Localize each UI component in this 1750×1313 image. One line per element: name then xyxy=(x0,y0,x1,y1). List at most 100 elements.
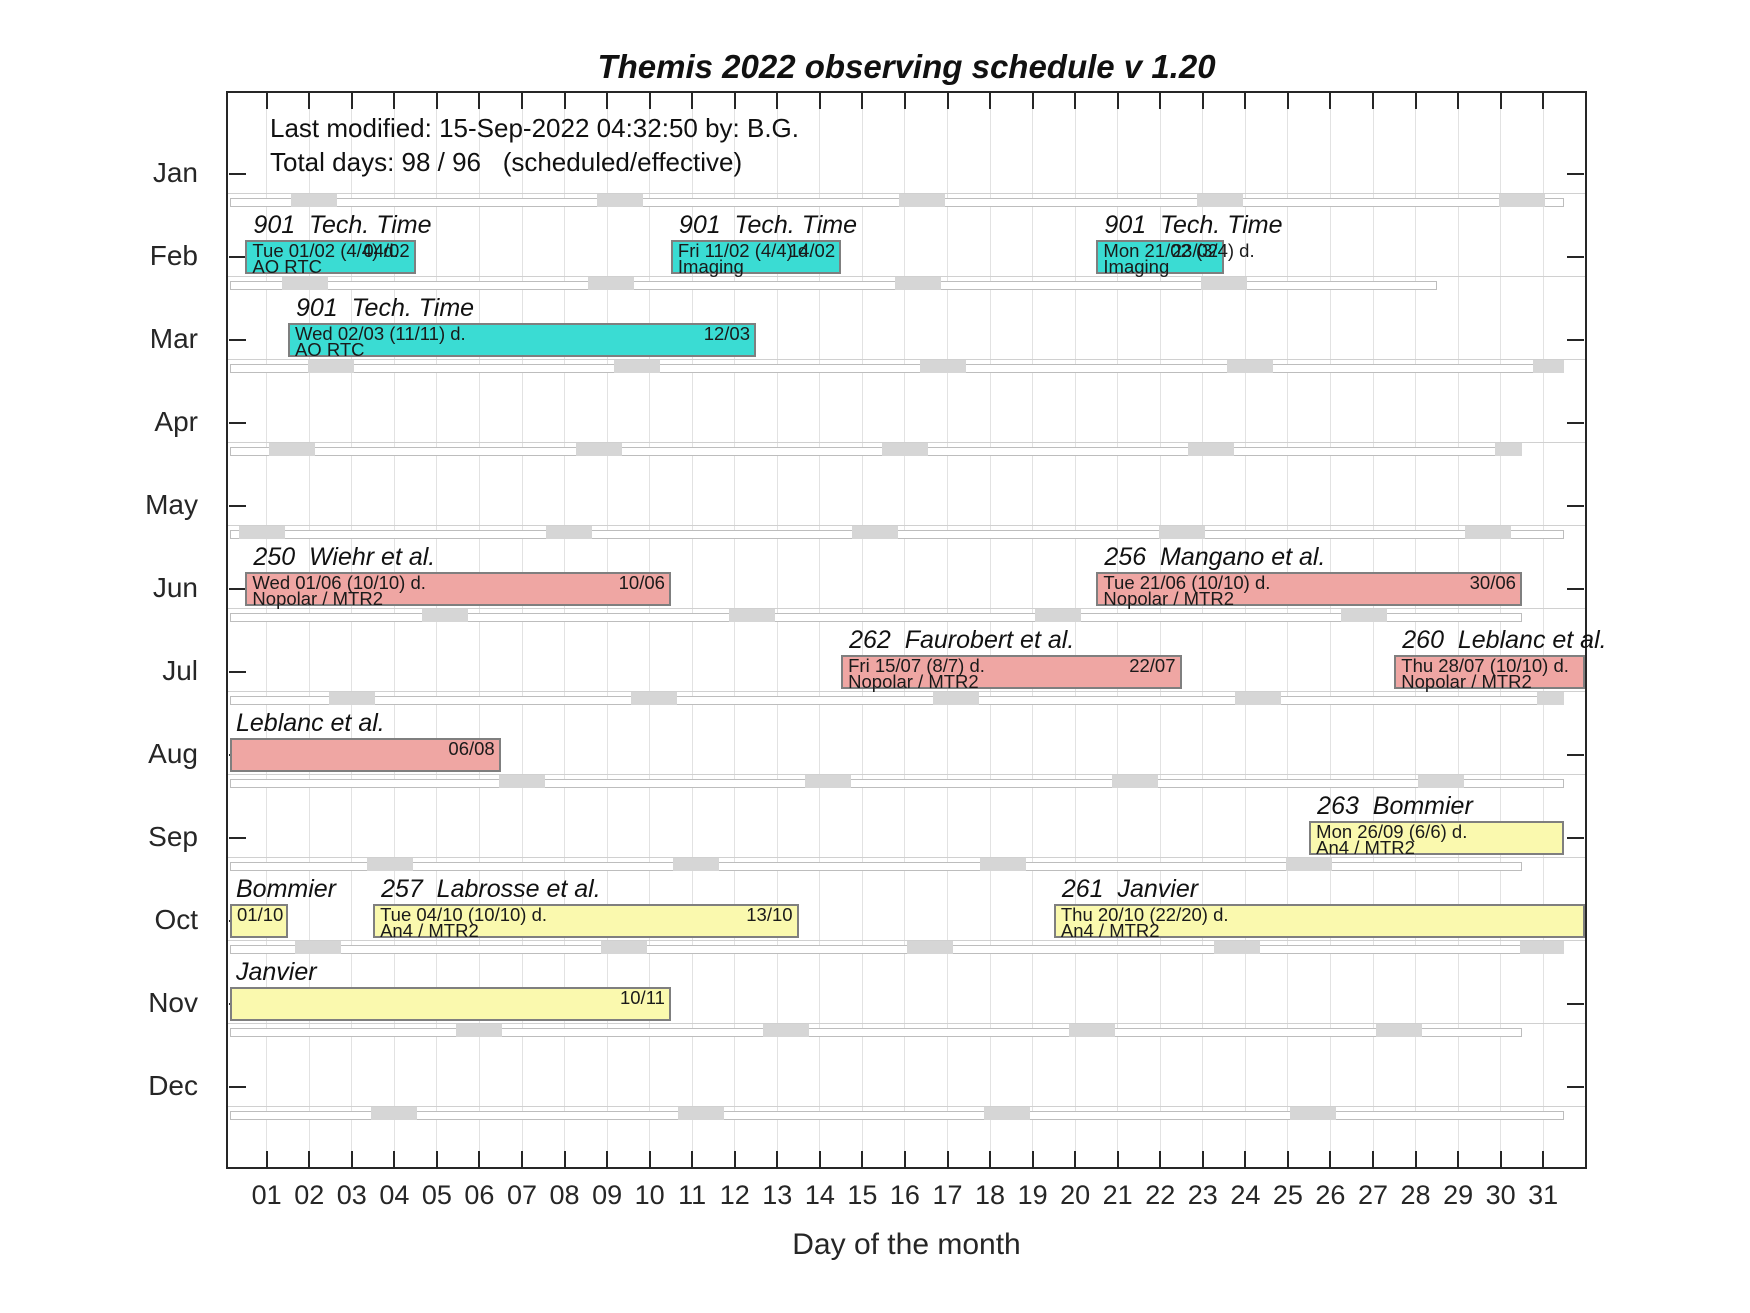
moon-strip xyxy=(230,613,1522,623)
moon-quarter-block xyxy=(907,941,954,955)
gridline-day xyxy=(819,93,821,1167)
day-label: 02 xyxy=(294,1180,325,1210)
bar-start-label: Thu 28/07 (10/10) d. xyxy=(1401,654,1569,676)
x-axis-tick xyxy=(903,1151,906,1167)
x-axis-tick-top xyxy=(776,93,779,109)
month-tick-right xyxy=(1567,1002,1584,1005)
bar-title: 901 Tech. Time xyxy=(253,210,432,239)
moon-quarter-block xyxy=(1498,194,1545,208)
day-label: 27 xyxy=(1357,1180,1389,1210)
x-axis-tick-top xyxy=(308,93,311,109)
moon-quarter-block xyxy=(762,1024,809,1038)
month-label: Feb xyxy=(149,239,198,271)
moon-quarter-block xyxy=(1520,941,1565,955)
moon-quarter-block xyxy=(894,277,941,291)
x-axis-tick xyxy=(1499,1151,1502,1167)
x-axis-tick-top xyxy=(903,93,906,109)
moon-quarter-block xyxy=(367,858,414,872)
moon-quarter-block xyxy=(596,194,643,208)
moon-quarter-block xyxy=(1111,775,1158,789)
x-axis-tick xyxy=(478,1151,481,1167)
moon-quarter-block xyxy=(677,1107,724,1121)
x-axis-tick xyxy=(1244,1151,1247,1167)
bar-title: 901 Tech. Time xyxy=(678,210,858,239)
x-axis-tick xyxy=(265,1151,268,1167)
moon-quarter-block xyxy=(1341,609,1388,623)
x-axis-tick xyxy=(563,1151,566,1167)
gridline-day xyxy=(1457,93,1459,1167)
month-tick-left xyxy=(229,172,246,175)
gridline-day xyxy=(776,93,778,1167)
moon-quarter-block xyxy=(456,1024,503,1038)
x-axis-tick-top xyxy=(1244,93,1247,109)
bar-instrument-label: Nopolar / MTR2 xyxy=(1401,670,1532,692)
bar-end-label: 23/02 xyxy=(1171,239,1219,261)
month-separator-line xyxy=(228,773,1585,775)
x-axis-tick xyxy=(435,1151,438,1167)
gridline-day xyxy=(1244,93,1246,1167)
x-axis-tick-top xyxy=(733,93,736,109)
x-axis-tick xyxy=(308,1151,311,1167)
month-tick-left xyxy=(229,338,246,341)
month-tick-left xyxy=(229,836,246,839)
total-days-text: Total days: 98 / 96 (scheduled/effective… xyxy=(270,147,743,177)
x-axis-tick xyxy=(606,1151,609,1167)
x-axis-tick-top xyxy=(350,93,353,109)
moon-quarter-block xyxy=(1158,526,1205,540)
day-label: 26 xyxy=(1315,1180,1346,1210)
moon-quarter-block xyxy=(1226,360,1273,374)
day-label: 11 xyxy=(678,1180,707,1210)
gridline-day xyxy=(436,93,438,1167)
moon-quarter-block xyxy=(1213,941,1260,955)
month-separator-line xyxy=(228,524,1585,526)
bar-end-label: 14/02 xyxy=(788,239,836,261)
bar-end-label: 10/11 xyxy=(619,986,665,1008)
moon-quarter-block xyxy=(281,277,328,291)
day-label: 09 xyxy=(592,1180,623,1210)
month-label: Apr xyxy=(154,405,198,437)
month-label: Jan xyxy=(152,156,198,188)
month-tick-right xyxy=(1567,172,1584,175)
gridline-day xyxy=(1202,93,1204,1167)
month-label: Nov xyxy=(148,986,198,1018)
moon-quarter-block xyxy=(673,858,720,872)
moon-quarter-block xyxy=(499,775,545,789)
bar-instrument-label: Nopolar / MTR2 xyxy=(252,587,383,609)
gridline-day xyxy=(1117,93,1119,1167)
x-axis-tick-top xyxy=(1499,93,1502,109)
moon-quarter-block xyxy=(328,692,375,706)
moon-quarter-block xyxy=(933,692,979,706)
bar-instrument-label: Imaging xyxy=(677,255,744,277)
month-tick-left xyxy=(229,1085,246,1088)
x-axis-tick-top xyxy=(1074,93,1077,109)
month-separator-line xyxy=(228,358,1585,360)
moon-quarter-block xyxy=(1196,194,1243,208)
schedule-bar: Fri 11/02 (4/4) d. Imaging 14/02 xyxy=(670,239,842,277)
moon-quarter-block xyxy=(1286,858,1333,872)
plot-border xyxy=(226,91,1587,1169)
moon-quarter-block xyxy=(371,1107,418,1121)
month-tick-left xyxy=(229,670,246,673)
x-axis-tick xyxy=(648,1151,651,1167)
day-label: 12 xyxy=(719,1180,750,1210)
x-axis-tick-top xyxy=(478,93,481,109)
day-label: 24 xyxy=(1230,1180,1261,1210)
month-label: Dec xyxy=(148,1069,198,1101)
x-axis-tick-top xyxy=(435,93,438,109)
month-tick-right xyxy=(1567,836,1584,839)
schedule-bar: Thu 20/10 (22/20) d. An4 / MTR2 xyxy=(1053,903,1585,939)
x-axis-tick-top xyxy=(265,93,268,109)
month-separator-line xyxy=(228,690,1585,692)
bar-instrument-label: Nopolar / MTR2 xyxy=(848,670,979,692)
month-label: Mar xyxy=(149,322,198,354)
gridline-day xyxy=(266,93,268,1167)
moon-quarter-block xyxy=(290,194,337,208)
x-axis-tick-top xyxy=(691,93,694,109)
month-tick-right xyxy=(1567,753,1584,756)
gridline-day xyxy=(308,93,310,1167)
x-axis-tick xyxy=(1159,1151,1162,1167)
day-label: 03 xyxy=(336,1180,367,1210)
bar-end-label: 10/06 xyxy=(618,571,665,593)
moon-quarter-block xyxy=(1235,692,1282,706)
